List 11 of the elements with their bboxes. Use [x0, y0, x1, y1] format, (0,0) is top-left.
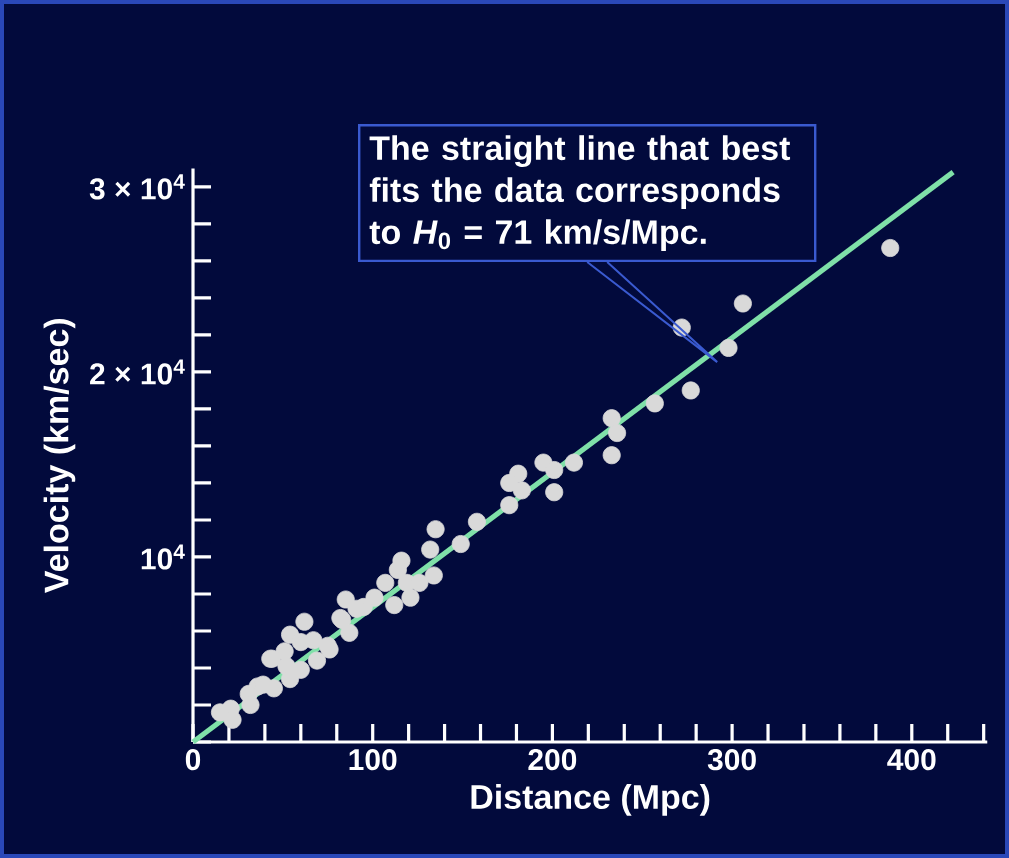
x-axis-title: Distance (Mpc)	[471, 784, 710, 816]
x-tick-label: 200	[528, 749, 577, 771]
y-tick-label: 10$^{4}$	[141, 544, 185, 570]
x-tick-label: 100	[349, 749, 397, 771]
annotation: The straight line that best fits the data corresponds to H$_{0}$ = 71 km/s/Mpc.	[369, 135, 791, 251]
x-tick-label: 0	[185, 749, 201, 771]
x-tick-label: 400	[887, 749, 936, 771]
y-axis-title: Velocity (km/sec)	[43, 319, 76, 593]
y-tick-label: 3 × 10$^{4}$	[89, 174, 185, 200]
x-tick-label: 300	[707, 749, 756, 771]
y-tick-label: 2 × 10$^{4}$	[90, 359, 185, 385]
